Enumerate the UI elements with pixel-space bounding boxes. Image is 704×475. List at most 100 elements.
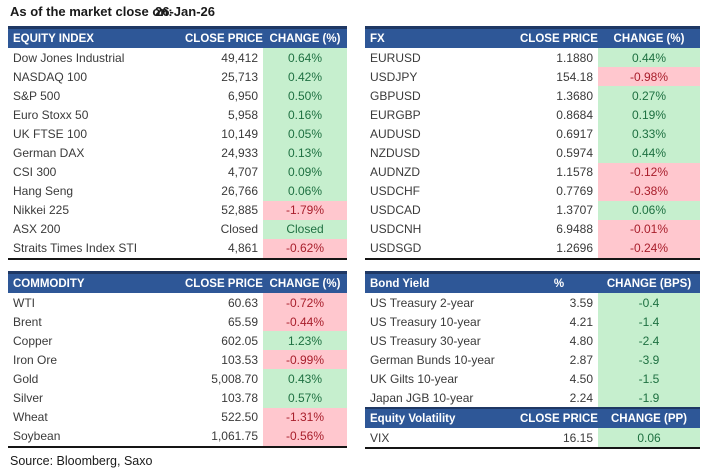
- instrument-name: USDCAD: [370, 203, 421, 218]
- table-row: Japan JGB 10-year 2.24 -1.9: [365, 388, 700, 408]
- column-header-percent: %: [553, 277, 565, 290]
- change-value: 0.44%: [598, 48, 700, 68]
- close-price: 26,766: [221, 184, 258, 199]
- table-row: ASX 200 Closed Closed: [8, 219, 347, 239]
- close-price: 6.9488: [556, 222, 593, 237]
- column-header-price: CLOSE PRICE: [185, 277, 263, 290]
- fx-table-body: EURUSD 1.1880 0.44% USDJPY 154.18 -0.98% GBPUS…: [365, 48, 700, 259]
- instrument-name: GBPUSD: [370, 88, 421, 103]
- close-price: 1.1578: [556, 165, 593, 180]
- close-price: 4.21: [569, 314, 593, 329]
- volatility-table-body: VIX 16.15 0.06: [365, 428, 700, 448]
- column-header-price: CLOSE PRICE: [520, 32, 598, 45]
- fx-table-header: FX CLOSE PRICE CHANGE (%): [365, 26, 700, 48]
- column-header-change: CHANGE (BPS): [606, 277, 692, 290]
- table-row: Silver 103.78 0.57%: [8, 388, 347, 408]
- change-value: 0.19%: [598, 105, 700, 125]
- change-value: -1.31%: [263, 407, 347, 427]
- column-header-change: CHANGE (%): [269, 32, 341, 45]
- instrument-name: Gold: [13, 371, 39, 386]
- close-price: 10,149: [221, 126, 258, 141]
- table-row: GBPUSD 1.3680 0.27%: [365, 86, 700, 106]
- commodity-table-header: COMMODITY CLOSE PRICE CHANGE (%): [8, 271, 347, 293]
- change-value: -0.99%: [263, 350, 347, 370]
- instrument-name: USDCHF: [370, 184, 420, 199]
- table-row: UK Gilts 10-year 4.50 -1.5: [365, 369, 700, 389]
- close-price: 103.78: [221, 391, 258, 406]
- column-header-name: FX: [370, 32, 385, 45]
- change-value: 0.27%: [598, 86, 700, 106]
- instrument-name: UK FTSE 100: [13, 126, 88, 141]
- bond-table-header: Bond Yield % CHANGE (BPS): [365, 271, 700, 293]
- close-price: 65.59: [227, 314, 258, 329]
- instrument-name: USDJPY: [370, 69, 418, 84]
- table-row: Straits Times Index STI 4,861 -0.62%: [8, 238, 347, 259]
- equity-index-table: EQUITY INDEX CLOSE PRICE CHANGE (%) Dow …: [8, 26, 347, 261]
- table-row: Iron Ore 103.53 -0.99%: [8, 350, 347, 370]
- table-row: Copper 602.05 1.23%: [8, 331, 347, 351]
- volatility-table-header: Equity Volatility CLOSE PRICE CHANGE (PP…: [365, 407, 700, 428]
- table-row: Nikkei 225 52,885 -1.79%: [8, 200, 347, 220]
- close-price: Closed: [220, 222, 258, 237]
- close-price: 103.53: [221, 352, 258, 367]
- as-of-date: 26-Jan-26: [155, 4, 215, 19]
- instrument-name: USDSGD: [370, 241, 422, 256]
- instrument-name: S&P 500: [13, 88, 61, 103]
- table-row: USDCHF 0.7769 -0.38%: [365, 181, 700, 201]
- table-row: CSI 300 4,707 0.09%: [8, 162, 347, 182]
- change-value: 0.06%: [598, 200, 700, 220]
- table-row: UK FTSE 100 10,149 0.05%: [8, 124, 347, 144]
- commodity-table: COMMODITY CLOSE PRICE CHANGE (%) WTI 60.6…: [8, 271, 347, 448]
- close-price: 2.87: [569, 352, 593, 367]
- table-row: NZDUSD 0.5974 0.44%: [365, 143, 700, 163]
- close-price: 1.1880: [556, 50, 593, 65]
- change-value: -0.72%: [263, 293, 347, 313]
- change-value: -0.98%: [598, 67, 700, 87]
- close-price: 522.50: [221, 410, 258, 425]
- close-price: 1.2696: [556, 241, 593, 256]
- instrument-name: German Bunds 10-year: [370, 352, 495, 367]
- table-row: German Bunds 10-year 2.87 -3.9: [365, 350, 700, 370]
- instrument-name: EURUSD: [370, 50, 421, 65]
- close-price: 2.24: [569, 391, 593, 406]
- equity-table-header: EQUITY INDEX CLOSE PRICE CHANGE (%): [8, 26, 347, 48]
- instrument-name: Straits Times Index STI: [13, 241, 138, 256]
- commodity-table-body: WTI 60.63 -0.72% Brent 65.59 -0.44% Copper 602.…: [8, 293, 347, 446]
- change-value: -0.01%: [598, 219, 700, 239]
- change-value: 0.43%: [263, 369, 347, 389]
- change-value: 0.13%: [263, 143, 347, 163]
- table-row: German DAX 24,933 0.13%: [8, 143, 347, 163]
- column-header-change: CHANGE (%): [613, 32, 685, 45]
- close-price: 0.8684: [556, 107, 593, 122]
- change-value: 0.64%: [263, 48, 347, 68]
- close-price: 5,008.70: [211, 371, 258, 386]
- change-value: -3.9: [598, 350, 700, 370]
- change-value: 0.44%: [598, 143, 700, 163]
- close-price: 4,861: [227, 241, 258, 256]
- instrument-name: EURGBP: [370, 107, 421, 122]
- instrument-name: US Treasury 2-year: [370, 295, 475, 310]
- change-value: -0.24%: [598, 238, 700, 259]
- column-header-price: CLOSE PRICE: [185, 32, 263, 45]
- instrument-name: CSI 300: [13, 165, 57, 180]
- table-row: Gold 5,008.70 0.43%: [8, 369, 347, 389]
- table-row: US Treasury 30-year 4.80 -2.4: [365, 331, 700, 351]
- bond-table-body: US Treasury 2-year 3.59 -0.4 US Treasury 10…: [365, 293, 700, 408]
- table-row: Hang Seng 26,766 0.06%: [8, 181, 347, 201]
- close-price: 1,061.75: [211, 429, 258, 444]
- close-price: 49,412: [221, 50, 258, 65]
- table-row: Wheat 522.50 -1.31%: [8, 407, 347, 427]
- instrument-name: US Treasury 30-year: [370, 333, 481, 348]
- change-value: -0.62%: [263, 238, 347, 259]
- instrument-name: UK Gilts 10-year: [370, 371, 459, 386]
- change-value: 0.33%: [598, 124, 700, 144]
- instrument-name: Dow Jones Industrial: [13, 50, 125, 65]
- instrument-name: Soybean: [13, 429, 61, 444]
- change-value: 1.23%: [263, 331, 347, 351]
- instrument-name: German DAX: [13, 146, 85, 161]
- table-row: VIX 16.15 0.06: [365, 428, 700, 448]
- change-value: -2.4: [598, 331, 700, 351]
- table-row: NASDAQ 100 25,713 0.42%: [8, 67, 347, 87]
- close-price: 24,933: [221, 146, 258, 161]
